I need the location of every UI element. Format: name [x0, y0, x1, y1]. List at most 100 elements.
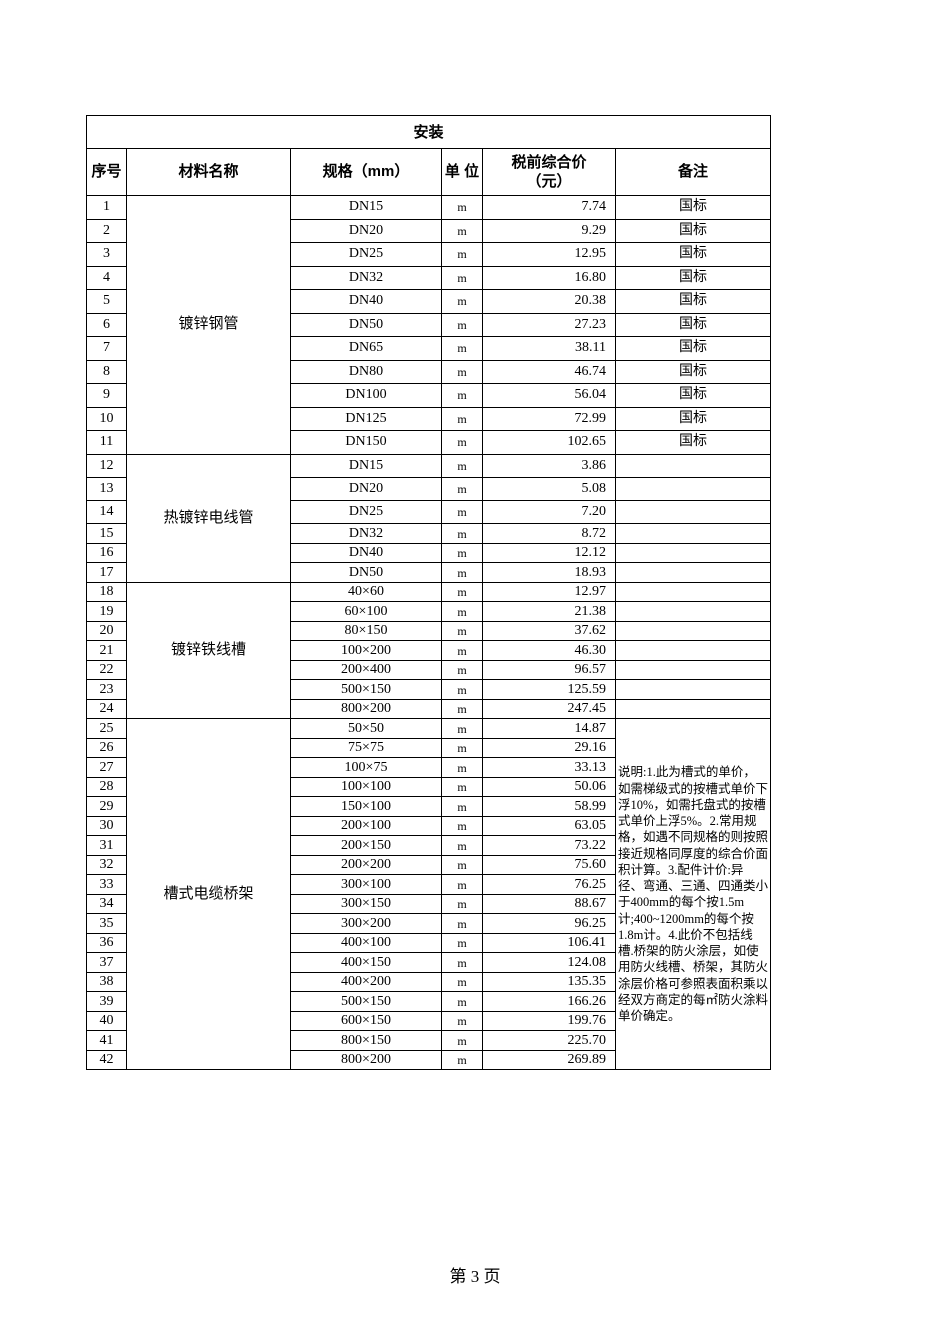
row-number: 40: [86, 1010, 127, 1032]
price: 125.59: [482, 679, 616, 700]
row-number: 18: [86, 581, 127, 603]
spec: DN40: [290, 289, 442, 314]
unit: m: [441, 991, 483, 1012]
row-number: 41: [86, 1030, 127, 1051]
price: 12.12: [482, 542, 616, 564]
price: 7.20: [482, 500, 616, 525]
remark: 国标: [614, 430, 772, 455]
price: 21.38: [482, 601, 616, 622]
unit: m: [441, 336, 483, 361]
material-name: 热镀锌电线管: [126, 453, 291, 583]
unit: m: [441, 796, 483, 817]
price: 37.62: [482, 620, 616, 642]
price: 199.76: [482, 1010, 616, 1032]
table-row: 8 DN80 m 46.74 国标: [86, 359, 772, 384]
remark: 国标: [614, 195, 772, 220]
table-row: 10 DN125 m 72.99 国标: [86, 406, 772, 431]
spec: 200×200: [290, 854, 442, 876]
spec: DN100: [290, 383, 442, 408]
price: 12.97: [482, 581, 616, 603]
spec: 40×60: [290, 581, 442, 603]
remark: 国标: [614, 383, 772, 408]
unit: m: [441, 679, 483, 700]
row-number: 16: [86, 542, 127, 564]
table-row: 29 150×100 m 58.99: [86, 796, 771, 817]
unit: m: [441, 453, 483, 478]
row-number: 25: [86, 718, 127, 739]
spec: 800×200: [290, 698, 442, 720]
spec: DN15: [290, 453, 442, 478]
unit: m: [441, 359, 483, 384]
unit: m: [441, 835, 483, 856]
header-no: 序号: [86, 148, 127, 196]
price: 96.57: [482, 659, 616, 681]
spec: 200×100: [290, 815, 442, 837]
spec: 600×150: [290, 1010, 442, 1032]
remark: [614, 523, 772, 544]
unit: m: [441, 383, 483, 408]
row-number: 1: [86, 195, 127, 220]
spec: DN80: [290, 359, 442, 384]
spec: 300×100: [290, 874, 442, 895]
unit: m: [441, 932, 483, 954]
remark: [614, 562, 772, 583]
table-row: 9 DN100 m 56.04 国标: [86, 383, 772, 408]
row-number: 21: [86, 640, 127, 661]
unit: m: [441, 601, 483, 622]
table-row: 16 DN40 m 12.12: [86, 542, 772, 564]
row-number: 30: [86, 815, 127, 837]
table-row: 7 DN65 m 38.11 国标: [86, 336, 772, 361]
price: 102.65: [482, 430, 616, 455]
spec: DN20: [290, 218, 442, 243]
row-number: 20: [86, 620, 127, 642]
row-number: 10: [86, 406, 127, 431]
unit: m: [441, 659, 483, 681]
row-number: 27: [86, 757, 127, 778]
spec: 300×150: [290, 893, 442, 915]
unit: m: [441, 1030, 483, 1051]
table-row: 2 DN20 m 9.29 国标: [86, 218, 772, 243]
spec: DN25: [290, 242, 442, 267]
price: 18.93: [482, 562, 616, 583]
row-number: 19: [86, 601, 127, 622]
row-number: 32: [86, 854, 127, 876]
table-row: 27 100×75 m 33.13: [86, 757, 771, 778]
spec: DN32: [290, 265, 442, 290]
unit: m: [441, 718, 483, 739]
table-row: 6 DN50 m 27.23 国标: [86, 312, 772, 337]
remark: [614, 601, 772, 622]
remark: 国标: [614, 406, 772, 431]
table-row: 5 DN40 m 20.38 国标: [86, 289, 772, 314]
table-row: 4 DN32 m 16.80 国标: [86, 265, 772, 290]
spec: DN20: [290, 476, 442, 502]
price: 27.23: [482, 312, 616, 337]
row-number: 36: [86, 932, 127, 954]
unit: m: [441, 312, 483, 337]
spec: 100×75: [290, 757, 442, 778]
unit: m: [441, 265, 483, 290]
header-remark: 备注: [614, 148, 772, 196]
table-row: 31 200×150 m 73.22: [86, 835, 771, 856]
spec: DN32: [290, 523, 442, 544]
unit: m: [441, 1049, 483, 1071]
remark: 国标: [614, 265, 772, 290]
table-row: 41 800×150 m 225.70: [86, 1030, 771, 1051]
price: 124.08: [482, 952, 616, 973]
price: 247.45: [482, 698, 616, 720]
price: 14.87: [482, 718, 616, 739]
table-row: 17 DN50 m 18.93: [86, 562, 772, 583]
price: 20.38: [482, 289, 616, 314]
spec: 800×150: [290, 1030, 442, 1051]
price: 75.60: [482, 854, 616, 876]
row-number: 12: [86, 453, 127, 478]
remark: 国标: [614, 312, 772, 337]
spec: DN65: [290, 336, 442, 361]
spec: DN125: [290, 406, 442, 431]
price: 96.25: [482, 913, 616, 934]
row-number: 23: [86, 679, 127, 700]
row-number: 22: [86, 659, 127, 681]
price: 58.99: [482, 796, 616, 817]
table-row: 23 500×150 m 125.59: [86, 679, 772, 700]
header-material: 材料名称: [126, 148, 291, 196]
spec: DN150: [290, 430, 442, 455]
